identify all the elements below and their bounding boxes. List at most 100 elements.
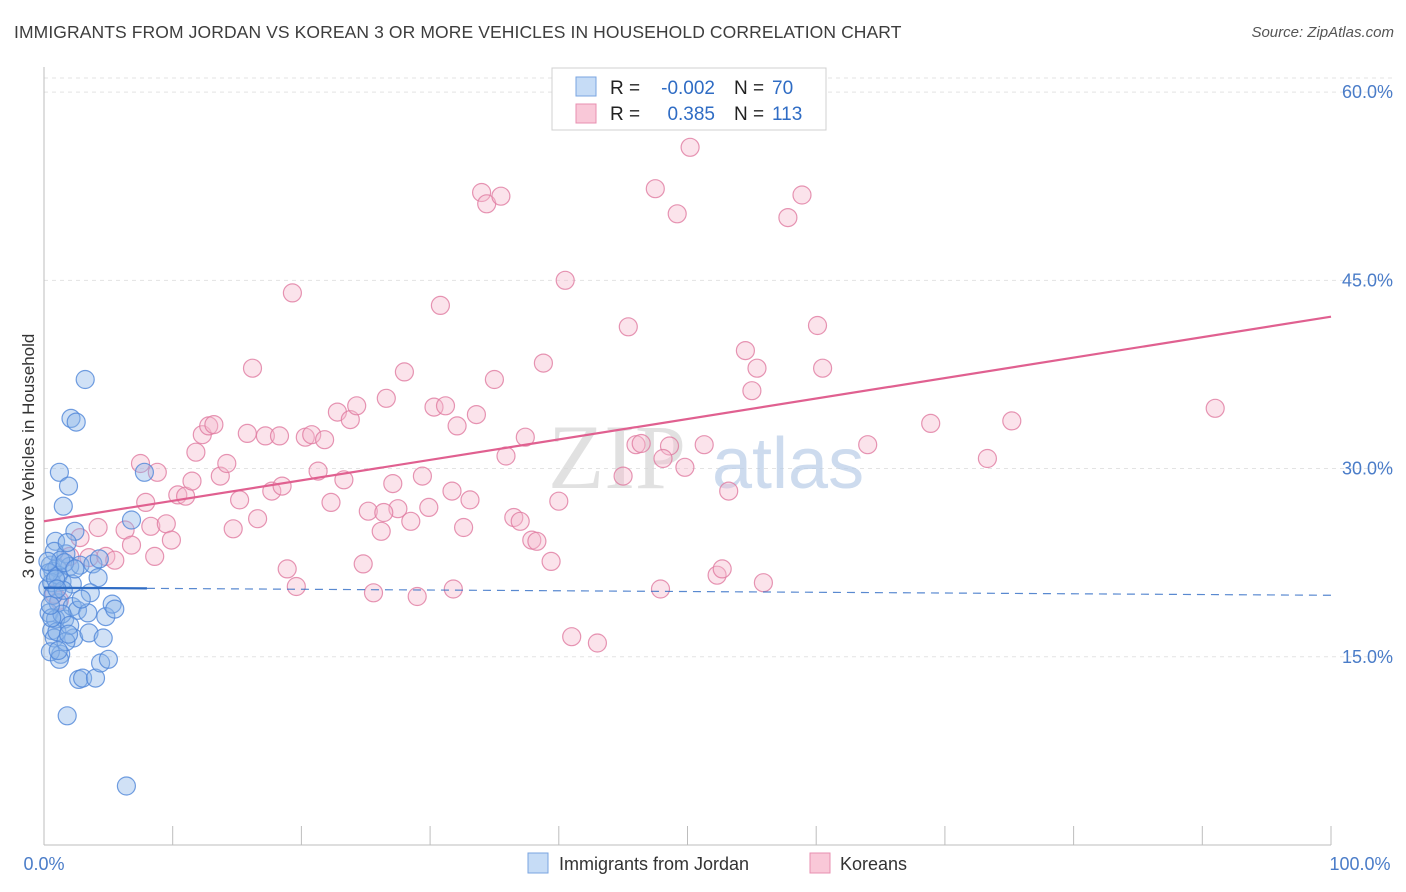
jordan-trend-solid — [43, 586, 147, 590]
korean-point-68 — [491, 186, 511, 206]
jordan-point-39 — [89, 549, 109, 569]
jordan-point-32 — [88, 568, 108, 588]
korean-point-100 — [792, 185, 812, 205]
jordan-point-61 — [65, 559, 85, 579]
legend-swatch-jordan — [575, 76, 597, 97]
jordan-point-59 — [53, 580, 73, 600]
korean-point-46 — [358, 501, 378, 521]
jordan-point-53 — [57, 532, 77, 553]
korean-point-18 — [182, 471, 202, 491]
jordan-point-36 — [98, 649, 119, 669]
korean-point-5 — [88, 517, 108, 538]
jordan-point-67 — [40, 595, 61, 615]
jordan-point-68 — [47, 579, 67, 599]
korean-point-48 — [371, 521, 391, 541]
jordan-point-38 — [105, 599, 125, 619]
korean-point-32 — [269, 426, 290, 446]
korean-point-80 — [587, 633, 608, 653]
jordan-point-62 — [38, 551, 58, 572]
korean-trend-solid — [43, 315, 1332, 523]
korean-point-40 — [321, 492, 341, 512]
korean-point-53 — [401, 511, 421, 531]
jordan-point-69 — [58, 624, 79, 644]
korean-point-85 — [645, 179, 665, 199]
jordan-point-9 — [49, 462, 70, 482]
korean-point-44 — [347, 396, 367, 416]
jordan-point-29 — [79, 623, 99, 643]
korean-point-38 — [308, 461, 328, 481]
korean-point-39 — [315, 430, 335, 450]
korean-point-84 — [631, 433, 651, 454]
korean-point-88 — [667, 204, 687, 224]
jordan-point-42 — [121, 510, 142, 530]
korean-point-15 — [161, 530, 181, 550]
korean-point-87 — [653, 448, 673, 469]
legend-r-label-1: R = — [610, 78, 640, 99]
korean-point-99 — [778, 208, 798, 228]
jordan-point-37 — [102, 594, 122, 614]
korean-point-77 — [549, 491, 569, 511]
legend-n-label-1: N = — [734, 78, 764, 99]
jordan-point-21 — [65, 521, 85, 541]
y-axis-tick-labels: 15.0% 30.0% 45.0% 60.0% — [1342, 82, 1393, 667]
korean-point-9 — [121, 535, 142, 555]
series-legend-label-jordan: Immigrants from Jordan — [559, 854, 749, 874]
korean-point-96 — [742, 381, 762, 401]
korean-point-61 — [447, 416, 467, 436]
legend-r-label-2: R = — [610, 104, 640, 125]
jordan-point-22 — [66, 412, 86, 432]
korean-point-30 — [255, 426, 275, 446]
y-tick-label-2: 45.0% — [1342, 270, 1393, 290]
jordan-point-66 — [71, 589, 91, 609]
legend-box — [551, 67, 827, 131]
korean-point-22 — [204, 415, 224, 435]
korean-point-26 — [230, 490, 250, 510]
korean-point-81 — [613, 466, 633, 486]
korean-point-55 — [412, 466, 432, 486]
korean-point-108 — [650, 579, 671, 599]
korean-point-27 — [237, 423, 257, 443]
korean-point-90 — [680, 137, 700, 157]
korean-point-51 — [388, 499, 408, 519]
korean-point-71 — [510, 511, 530, 531]
korean-point-24 — [217, 453, 237, 474]
korean-point-107 — [1205, 398, 1225, 418]
legend-swatch-koreans — [575, 103, 597, 124]
y-tick-label-0: 15.0% — [1342, 647, 1393, 667]
korean-point-91 — [694, 435, 714, 455]
legend-r-value-1: -0.002 — [661, 78, 715, 99]
korean-point-23 — [210, 466, 230, 486]
jordan-point-31 — [85, 668, 106, 688]
series-legend-swatch-koreans — [809, 852, 831, 874]
korean-point-72 — [515, 427, 535, 447]
korean-point-11 — [136, 492, 156, 512]
korean-point-12 — [141, 516, 161, 536]
korean-point-54 — [407, 586, 427, 607]
legend-n-label-2: N = — [734, 104, 764, 125]
jordan-point-43 — [134, 462, 154, 482]
korean-point-19 — [186, 442, 206, 462]
korean-point-47 — [363, 583, 384, 603]
korean-point-59 — [435, 396, 456, 416]
korean-point-103 — [858, 435, 878, 455]
korean-point-50 — [383, 474, 403, 494]
korean-point-58 — [430, 295, 450, 315]
korean-point-105 — [977, 448, 998, 469]
korean-point-78 — [555, 270, 575, 290]
chart-title: IMMIGRANTS FROM JORDAN VS KOREAN 3 OR MO… — [14, 22, 902, 42]
korean-point-3 — [70, 527, 90, 548]
korean-point-64 — [466, 405, 486, 425]
korean-point-76 — [541, 551, 561, 572]
korean-point-89 — [675, 457, 695, 477]
jordan-point-41 — [116, 776, 137, 796]
korean-point-14 — [156, 514, 176, 534]
korean-point-25 — [223, 519, 243, 539]
korean-point-35 — [286, 576, 306, 597]
korean-point-56 — [419, 497, 439, 517]
series-legend-label-koreans: Koreans — [840, 854, 907, 874]
korean-point-95 — [735, 341, 756, 361]
legend-r-value-2: 0.385 — [667, 104, 715, 125]
korean-point-102 — [812, 358, 833, 378]
x-tick-label-left: 0.0% — [23, 854, 64, 874]
y-tick-label-1: 30.0% — [1342, 459, 1393, 479]
